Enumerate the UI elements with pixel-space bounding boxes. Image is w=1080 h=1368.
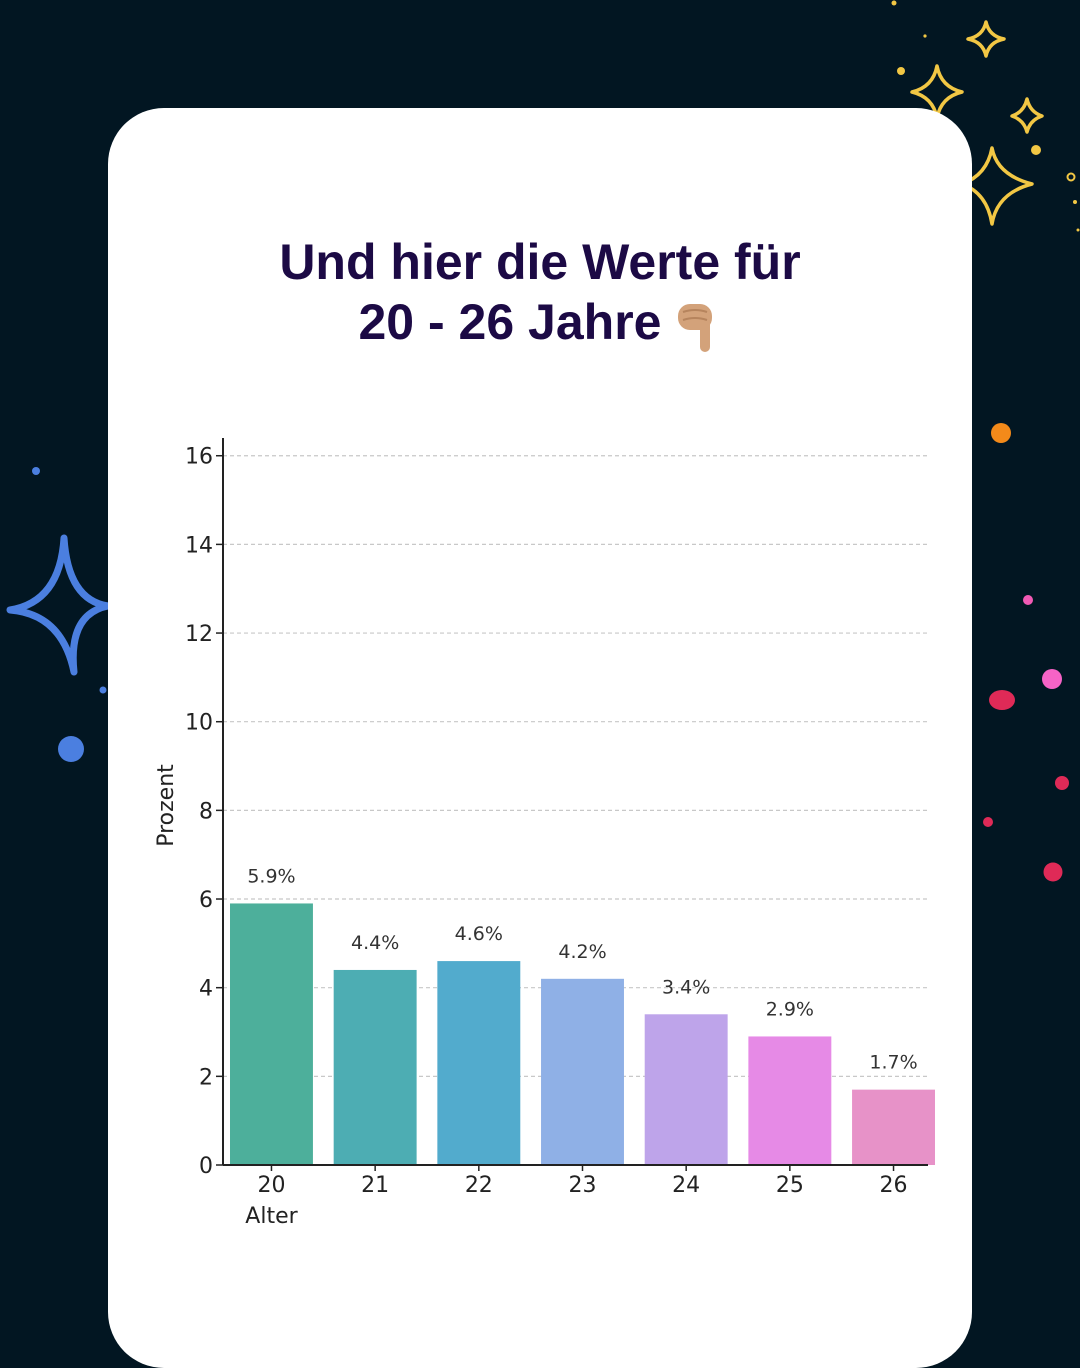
bar [437, 961, 521, 1165]
bar-value-label: 2.9% [766, 998, 814, 1020]
bar-value-label: 3.4% [662, 976, 710, 998]
bar-chart: 5.9%4.4% 4.6%4.2%3.4%2.9%1.7% 02468101214… [154, 438, 935, 1229]
x-tick-label: 26 [880, 1173, 908, 1198]
bar [541, 978, 624, 1165]
bars [230, 903, 935, 1165]
title-line-2: 20 - 26 Jahre [108, 292, 972, 354]
title-line-2-text: 20 - 26 Jahre [358, 294, 662, 350]
y-tick-label: 16 [185, 445, 213, 470]
sparkle-dots [891, 0, 1080, 232]
x-tick-label: 20 [257, 1173, 285, 1198]
title-line-1: Und hier die Werte für [279, 234, 801, 290]
bar-value-label: 4.4% [351, 932, 399, 954]
y-tick-label: 10 [185, 711, 213, 736]
bar [230, 903, 313, 1165]
sparkle-icon [6, 534, 112, 676]
sparkle-icon [910, 20, 1044, 226]
bar-value-label: 1.7% [869, 1052, 917, 1074]
y-tick-label: 6 [199, 888, 213, 913]
y-tick-label: 14 [185, 533, 213, 558]
bar [748, 1036, 832, 1165]
bar-value-label: 5.9% [247, 865, 295, 887]
page-title: Und hier die Werte für 20 - 26 Jahre [108, 232, 972, 354]
y-axis-ticks: 0 2 4 6 8 10 12 14 16 [185, 445, 223, 1179]
y-tick-label: 2 [199, 1065, 213, 1090]
x-tick-label: 25 [776, 1173, 804, 1198]
y-tick-label: 4 [199, 977, 213, 1002]
x-axis-label: Alter [245, 1204, 298, 1229]
y-tick-label: 12 [185, 622, 213, 647]
y-tick-label: 8 [199, 799, 213, 824]
y-tick-label: 0 [199, 1154, 213, 1179]
y-axis-label: Prozent [154, 764, 179, 847]
bar-value-label: 4.2% [558, 941, 606, 963]
bar [333, 969, 417, 1165]
x-tick-label: 24 [672, 1173, 700, 1198]
x-axis-ticks: 20 21 22 23 24 25 26 [257, 1165, 908, 1198]
bar-value-label: 4.6% [455, 923, 503, 945]
x-tick-label: 22 [465, 1173, 493, 1198]
backhand-index-pointing-down-icon [678, 303, 713, 352]
x-tick-label: 21 [361, 1173, 389, 1198]
bar [852, 1089, 935, 1165]
x-tick-label: 23 [569, 1173, 597, 1198]
data-labels: 5.9% 4.4% 4.6% 4.2% 3.4% 2.9% 1.7% [247, 865, 917, 1073]
bar [644, 1014, 728, 1165]
